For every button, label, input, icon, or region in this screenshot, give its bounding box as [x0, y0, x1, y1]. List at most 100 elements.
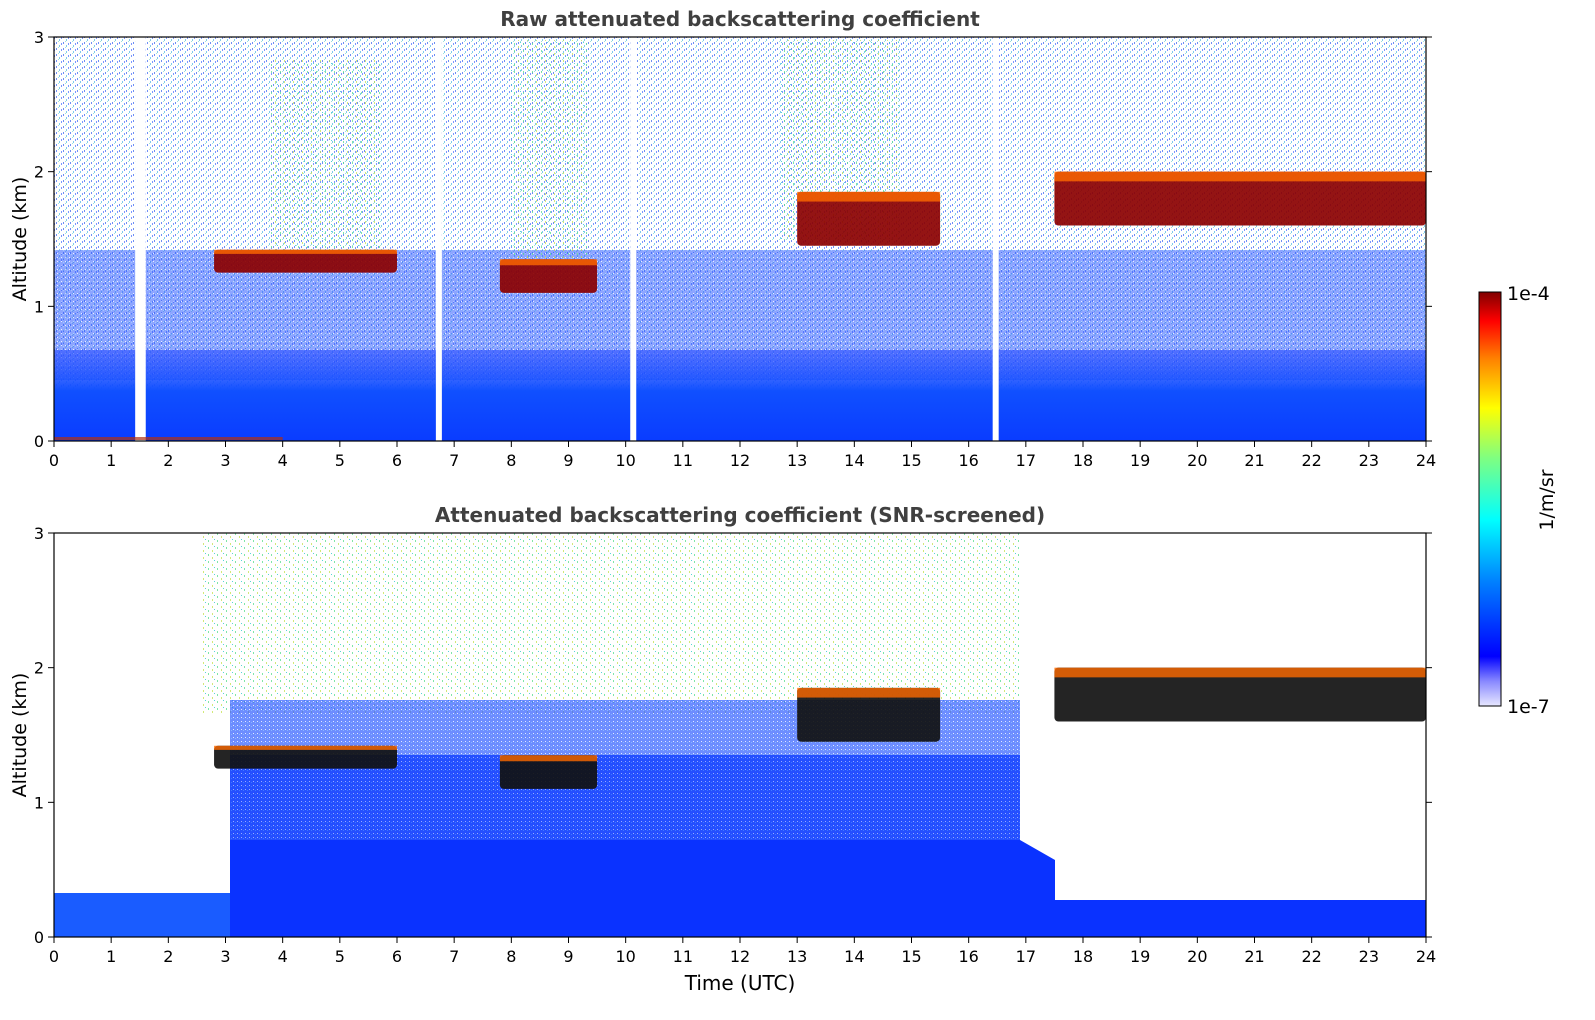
panel-raw-xtick-label: 16	[958, 451, 978, 470]
panel-screened-y-axis: 0 1 2 3	[34, 524, 1432, 947]
panel-raw-xtick-label: 13	[787, 451, 807, 470]
panel-screened-xtick-label: 9	[563, 947, 573, 966]
panel-screened-xtick-label: 21	[1244, 947, 1264, 966]
panel-screened-xtick-label: 17	[1016, 947, 1036, 966]
panel-raw-xtick-label: 10	[615, 451, 635, 470]
panel-screened-xtick-label: 11	[673, 947, 693, 966]
panel-raw-xtick-label: 7	[449, 451, 459, 470]
panel-screened-xlabel: Time (UTC)	[684, 971, 796, 995]
panel-screened-xtick-label: 13	[787, 947, 807, 966]
panel-raw-aerosol-haze-1	[270, 60, 380, 260]
panel-raw-cloud-layer-edge	[1054, 171, 1426, 182]
panel-screened-cloud-layer	[499, 755, 598, 789]
panel-screened-cloud-layer	[214, 745, 397, 769]
panel-screened-xtick-label: 14	[844, 947, 864, 966]
panel-raw-data-gap	[435, 37, 442, 441]
panel-screened-xtick-label: 2	[163, 947, 173, 966]
panel-raw-cloud-layer	[797, 191, 941, 246]
panel-raw-cloud-layer	[214, 249, 397, 273]
panel-screened-boundary-layer-lowleft	[54, 893, 230, 937]
panel-raw-xtick-label: 12	[730, 451, 750, 470]
panel-raw-xtick-label: 6	[392, 451, 402, 470]
panel-raw-xtick-label: 19	[1130, 451, 1150, 470]
panel-screened-xtick-label: 6	[392, 947, 402, 966]
panel-raw-xtick-label: 11	[673, 451, 693, 470]
panel-screened-xtick-label: 24	[1416, 947, 1436, 966]
panel-screened-cloud-layer-edge	[797, 687, 941, 698]
panel-screened-xtick-label: 19	[1130, 947, 1150, 966]
panel-raw-data-gap	[135, 37, 142, 441]
panel-screened-xtick-label: 20	[1187, 947, 1207, 966]
panel-raw-xtick-label: 21	[1244, 451, 1264, 470]
panel-screened-xtick-label: 16	[958, 947, 978, 966]
panel-raw-xtick-label: 2	[163, 451, 173, 470]
panel-screened-ytick-label: 2	[34, 659, 44, 678]
panel-raw-data-gaps	[135, 37, 999, 441]
colorbar-gradient	[1478, 291, 1502, 707]
panel-screened-ylabel: Altitude (km)	[9, 673, 31, 798]
colorbar: 1e-4 1e-7 1/m/sr	[1478, 283, 1558, 718]
panel-raw-xtick-label: 23	[1359, 451, 1379, 470]
panel-raw-xtick-label: 4	[278, 451, 288, 470]
panel-screened-x-axis: 0 1 2 3 4 5 6 7 8 9 10 11 12 13 14 15 16 17 18 19 20 21 22 23 24	[49, 937, 1436, 966]
panel-raw-xtick-label: 1	[106, 451, 116, 470]
panel-raw-title: Raw attenuated backscattering coefficien…	[500, 7, 980, 31]
panel-raw-cloud-layer-edge	[499, 259, 598, 266]
panel-raw-xtick-label: 22	[1301, 451, 1321, 470]
panel-raw-ytick-label: 0	[34, 432, 44, 451]
panel-raw-ylabel: Altitude (km)	[9, 177, 31, 302]
panel-screened-xtick-label: 4	[278, 947, 288, 966]
panel-screened-xtick-label: 0	[49, 947, 59, 966]
panel-raw-xtick-label: 9	[563, 451, 573, 470]
panel-raw-xtick-label: 20	[1187, 451, 1207, 470]
panel-screened-xtick-label: 10	[615, 947, 635, 966]
panel-screened-xtick-label: 18	[1073, 947, 1093, 966]
panel-screened-cloud-layer-edge	[1054, 667, 1426, 678]
panel-raw-ytick-label: 1	[34, 297, 44, 316]
panel-screened-xtick-label: 12	[730, 947, 750, 966]
panel-screened-cloud-layer	[797, 687, 941, 742]
panel-screened-cloud-layers	[214, 667, 1426, 789]
panel-raw-x-axis: 0 1 2 3 4 5 6 7 8 9 10 11 12 13 14 15 16 17 18 19 20 21 22 23 24	[49, 441, 1436, 470]
panel-screened-cloud-layer-edge	[499, 755, 598, 762]
panel-screened-cloud-layer-edge	[214, 745, 397, 750]
panel-raw: Raw attenuated backscattering coefficien…	[9, 7, 1436, 470]
panel-raw-plot-area	[53, 36, 1427, 442]
panel-raw-data-gap	[992, 37, 999, 441]
panel-screened-title: Attenuated backscattering coefficient (S…	[435, 503, 1045, 527]
panel-raw-cloud-layer-edge	[214, 249, 397, 254]
panel-raw-xtick-label: 3	[220, 451, 230, 470]
colorbar-min-label: 1e-7	[1507, 696, 1550, 718]
panel-screened-xtick-label: 5	[335, 947, 345, 966]
panel-raw-ytick-label: 3	[34, 28, 44, 47]
panel-screened-ytick-label: 3	[34, 524, 44, 543]
colorbar-unit-label: 1/m/sr	[1536, 469, 1558, 530]
panel-raw-cloud-layers	[54, 171, 1426, 440]
colorbar-max-label: 1e-4	[1507, 283, 1550, 305]
panel-screened-ytick-label: 1	[34, 793, 44, 812]
panel-screened-aerosol-haze	[200, 533, 1020, 713]
panel-raw-aerosol-haze-2	[510, 40, 590, 270]
panel-raw-cloud-layer	[1054, 171, 1426, 226]
panel-raw-xtick-label: 18	[1073, 451, 1093, 470]
panel-screened-xtick-label: 3	[220, 947, 230, 966]
panel-raw-surface-layer	[54, 350, 1426, 441]
panel-raw-data-gap	[139, 37, 146, 441]
panel-screened: Attenuated backscattering coefficient (S…	[9, 503, 1436, 995]
panel-screened-xtick-label: 8	[506, 947, 516, 966]
panel-raw-xtick-label: 5	[335, 451, 345, 470]
panel-raw-data-gap	[630, 37, 637, 441]
panel-raw-y-axis: 0 1 2 3	[34, 28, 1432, 451]
panel-raw-ytick-label: 2	[34, 163, 44, 182]
panel-screened-cloud-layer	[1054, 667, 1426, 722]
panel-screened-ytick-label: 0	[34, 928, 44, 947]
panel-raw-xtick-label: 14	[844, 451, 864, 470]
panel-raw-xtick-label: 0	[49, 451, 59, 470]
panel-raw-xtick-label: 17	[1016, 451, 1036, 470]
panel-raw-cloud-layer	[499, 259, 598, 293]
panel-screened-xtick-label: 15	[901, 947, 921, 966]
panel-raw-xtick-label: 8	[506, 451, 516, 470]
panel-screened-xtick-label: 23	[1359, 947, 1379, 966]
panel-raw-xtick-label: 24	[1416, 451, 1436, 470]
